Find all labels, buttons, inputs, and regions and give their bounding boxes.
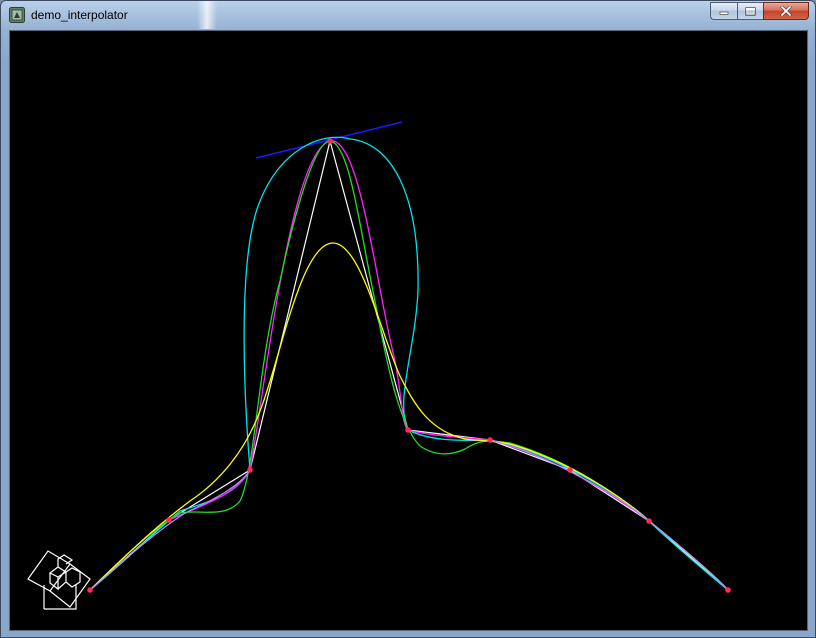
control-point[interactable] [646, 518, 652, 524]
title-bar[interactable]: demo_interpolator [1, 1, 815, 29]
caption-buttons [710, 2, 809, 21]
maximize-icon [745, 6, 756, 16]
close-icon [780, 6, 792, 16]
axis-cube-gizmo-icon[interactable] [27, 550, 91, 610]
title-bar-glow [197, 1, 217, 29]
control-point[interactable] [725, 587, 731, 593]
curve-lavender [89, 439, 729, 591]
app-window-icon[interactable] [9, 7, 25, 23]
control-point[interactable] [487, 437, 493, 443]
control-point[interactable] [567, 467, 573, 473]
curve-cyan [89, 136, 729, 591]
interpolation-plot[interactable] [10, 31, 807, 630]
render-canvas[interactable] [9, 30, 808, 631]
control-point[interactable] [327, 138, 333, 144]
minimize-icon [719, 11, 729, 15]
control-polyline [89, 140, 729, 591]
curve-yellow [89, 242, 729, 591]
curve-magenta [89, 140, 729, 591]
control-point[interactable] [405, 427, 411, 433]
control-point[interactable] [166, 517, 172, 523]
curve-green [89, 140, 729, 591]
control-point[interactable] [247, 467, 253, 473]
close-button[interactable] [763, 2, 809, 20]
control-points[interactable] [87, 138, 731, 593]
maximize-button[interactable] [737, 2, 763, 20]
control-point[interactable] [87, 587, 93, 593]
window-title: demo_interpolator [31, 8, 128, 22]
minimize-button[interactable] [710, 2, 737, 20]
